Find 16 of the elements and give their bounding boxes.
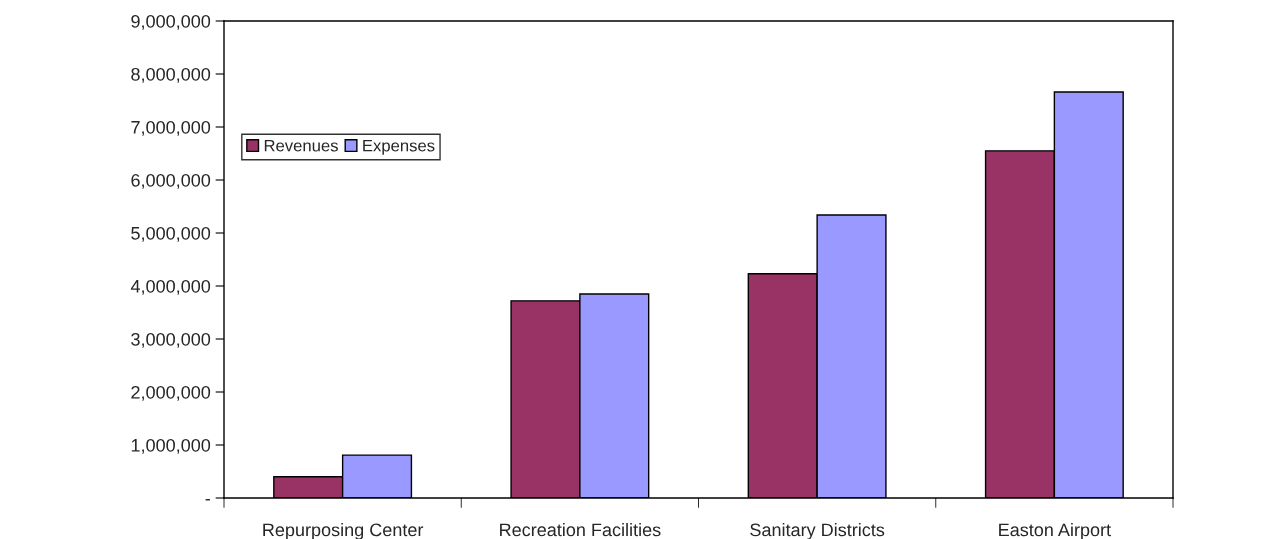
y-tick-label: 1,000,000 xyxy=(131,438,211,454)
x-tick-label: Easton Airport xyxy=(999,523,1111,539)
y-tick-label: 7,000,000 xyxy=(131,120,211,136)
y-tick-label: - xyxy=(205,499,210,501)
y-tick-label: 5,000,000 xyxy=(131,226,211,242)
x-tick-label: Repurposing Center xyxy=(263,523,424,539)
y-tick-label: 4,000,000 xyxy=(130,279,211,295)
x-tick-label: Sanitary Districts xyxy=(750,523,885,539)
y-tick-label: 3,000,000 xyxy=(131,332,211,348)
legend-label: Revenues xyxy=(264,139,338,152)
x-tick-label: Recreation Facilities xyxy=(500,523,661,537)
legend-label: Expenses xyxy=(363,139,435,155)
y-tick-label: 2,000,000 xyxy=(131,385,211,401)
y-tick-label: 8,000,000 xyxy=(131,67,211,83)
y-tick-label: 9,000,000 xyxy=(131,14,211,30)
y-tick-label: 6,000,000 xyxy=(131,173,211,189)
